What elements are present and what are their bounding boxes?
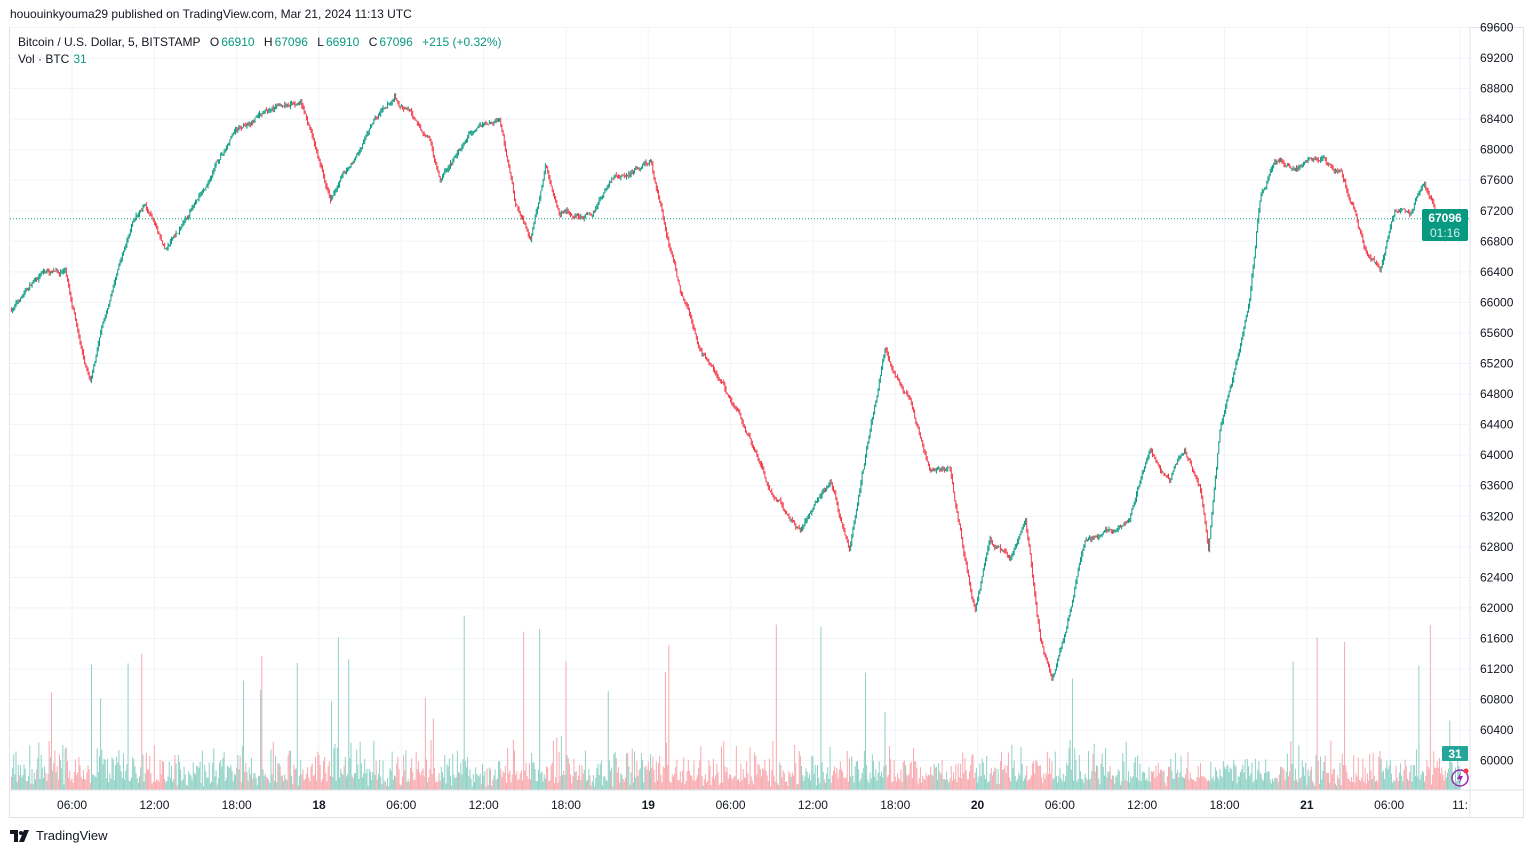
price-tick-label: 61600	[1480, 631, 1514, 645]
candles	[10, 92, 1461, 681]
time-tick-label: 06:00	[57, 798, 87, 812]
price-tick-label: 69200	[1480, 51, 1514, 65]
time-tick-label: 06:00	[1045, 798, 1075, 812]
lightning-icon[interactable]	[1450, 767, 1470, 787]
volume-label: 31	[1442, 746, 1468, 761]
price-tick-label: 68800	[1480, 82, 1514, 96]
price-tick-label: 68400	[1480, 112, 1514, 126]
price-tick-label: 60800	[1480, 693, 1514, 707]
time-tick-label: 18:00	[880, 798, 910, 812]
high-value: 67096	[274, 35, 308, 49]
price-tick-label: 69600	[1480, 20, 1514, 34]
volume-bars	[10, 615, 1461, 790]
last-price-value: 67096	[1428, 211, 1462, 225]
volume-value: 31	[73, 52, 87, 66]
price-tick-label: 65200	[1480, 357, 1514, 371]
price-tick-label: 68000	[1480, 143, 1514, 157]
price-tick-label: 62400	[1480, 570, 1514, 584]
time-tick-label: 11:	[1452, 798, 1468, 812]
price-tick-label: 62800	[1480, 540, 1514, 554]
price-tick-label: 63200	[1480, 509, 1514, 523]
price-tick-label: 65600	[1480, 326, 1514, 340]
price-tick-label: 63600	[1480, 479, 1514, 493]
price-tick-label: 60400	[1480, 723, 1514, 737]
price-tick-label: 60000	[1480, 754, 1514, 768]
time-tick-label: 18:00	[1210, 798, 1240, 812]
price-tick-label: 64800	[1480, 387, 1514, 401]
time-tick-label: 18	[312, 798, 326, 812]
symbol-legend: Bitcoin / U.S. Dollar, 5, BITSTAMP O 6691…	[18, 35, 502, 49]
grid	[10, 26, 1470, 790]
bar-countdown: 01:16	[1430, 226, 1460, 240]
time-tick-label: 20	[971, 798, 985, 812]
price-tick-label: 61200	[1480, 662, 1514, 676]
price-tick-label: 64400	[1480, 418, 1514, 432]
low-value: 66910	[325, 35, 360, 49]
time-tick-label: 12:00	[798, 798, 828, 812]
price-tick-label: 66800	[1480, 234, 1514, 248]
price-tick-label: 62000	[1480, 601, 1514, 615]
time-tick-label: 06:00	[1374, 798, 1404, 812]
price-tick-label: 67200	[1480, 204, 1514, 218]
time-tick-label: 19	[642, 798, 656, 812]
price-tick-label: 64000	[1480, 448, 1514, 462]
time-tick-label: 06:00	[386, 798, 416, 812]
time-tick-label: 06:00	[716, 798, 746, 812]
svg-text:31: 31	[1448, 747, 1462, 761]
price-tick-label: 66000	[1480, 295, 1514, 309]
time-tick-label: 18:00	[551, 798, 581, 812]
change-value: +215 (+0.32%)	[422, 35, 502, 49]
time-tick-label: 21	[1300, 798, 1314, 812]
price-tick-label: 67600	[1480, 173, 1514, 187]
time-tick-label: 12:00	[139, 798, 169, 812]
tradingview-logo-icon	[10, 829, 29, 842]
symbol-name: Bitcoin / U.S. Dollar, 5, BITSTAMP	[18, 35, 201, 49]
last-price-label: 67096 01:16	[1422, 209, 1468, 241]
time-tick-label: 12:00	[469, 798, 499, 812]
time-axis: 06:00 12:00 18:00 18 06:00 12:00 18:00 19 06:00 1…	[10, 789, 1524, 812]
close-value: 67096	[379, 35, 413, 49]
price-tick-label: 66400	[1480, 265, 1514, 279]
volume-legend: Vol · BTC 31	[18, 52, 87, 66]
time-tick-label: 12:00	[1127, 798, 1157, 812]
time-tick-label: 18:00	[222, 798, 252, 812]
publisher-line: hououinkyouma29 published on TradingView…	[10, 7, 412, 21]
footer-brand[interactable]: TradingView	[10, 828, 108, 843]
open-value: 66910	[221, 35, 255, 49]
price-axis: 60000 60400 60800 61200 61600 62000 62400 62800…	[1469, 20, 1514, 818]
